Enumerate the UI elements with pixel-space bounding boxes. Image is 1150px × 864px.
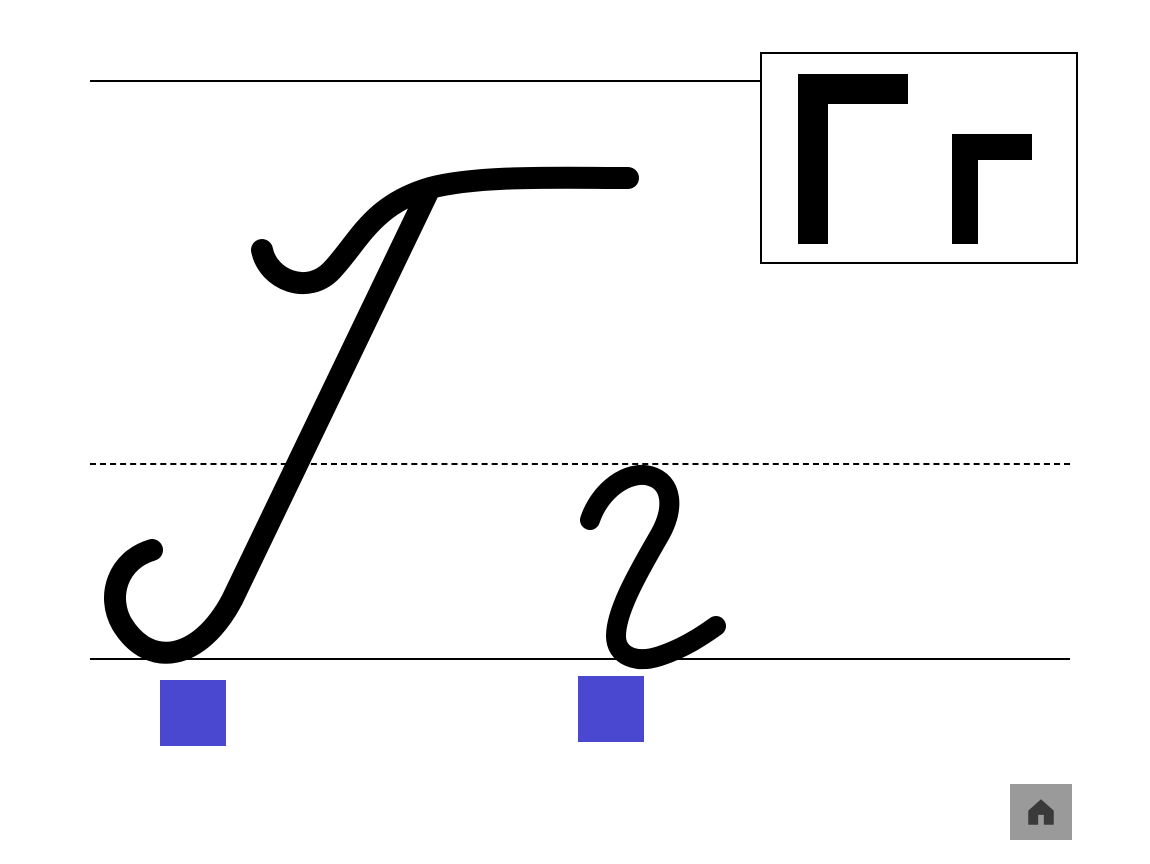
handwriting-worksheet — [0, 0, 1150, 864]
cursive-lowercase-ge — [590, 475, 716, 659]
start-marker[interactable] — [578, 676, 644, 742]
cursive-uppercase-ge — [115, 178, 628, 653]
print-uppercase-ge — [798, 74, 938, 274]
home-icon — [1024, 795, 1058, 829]
start-marker[interactable] — [160, 680, 226, 746]
print-lowercase-ge — [952, 134, 1058, 270]
home-button[interactable] — [1010, 784, 1072, 840]
print-letter-reference-box — [760, 52, 1078, 264]
